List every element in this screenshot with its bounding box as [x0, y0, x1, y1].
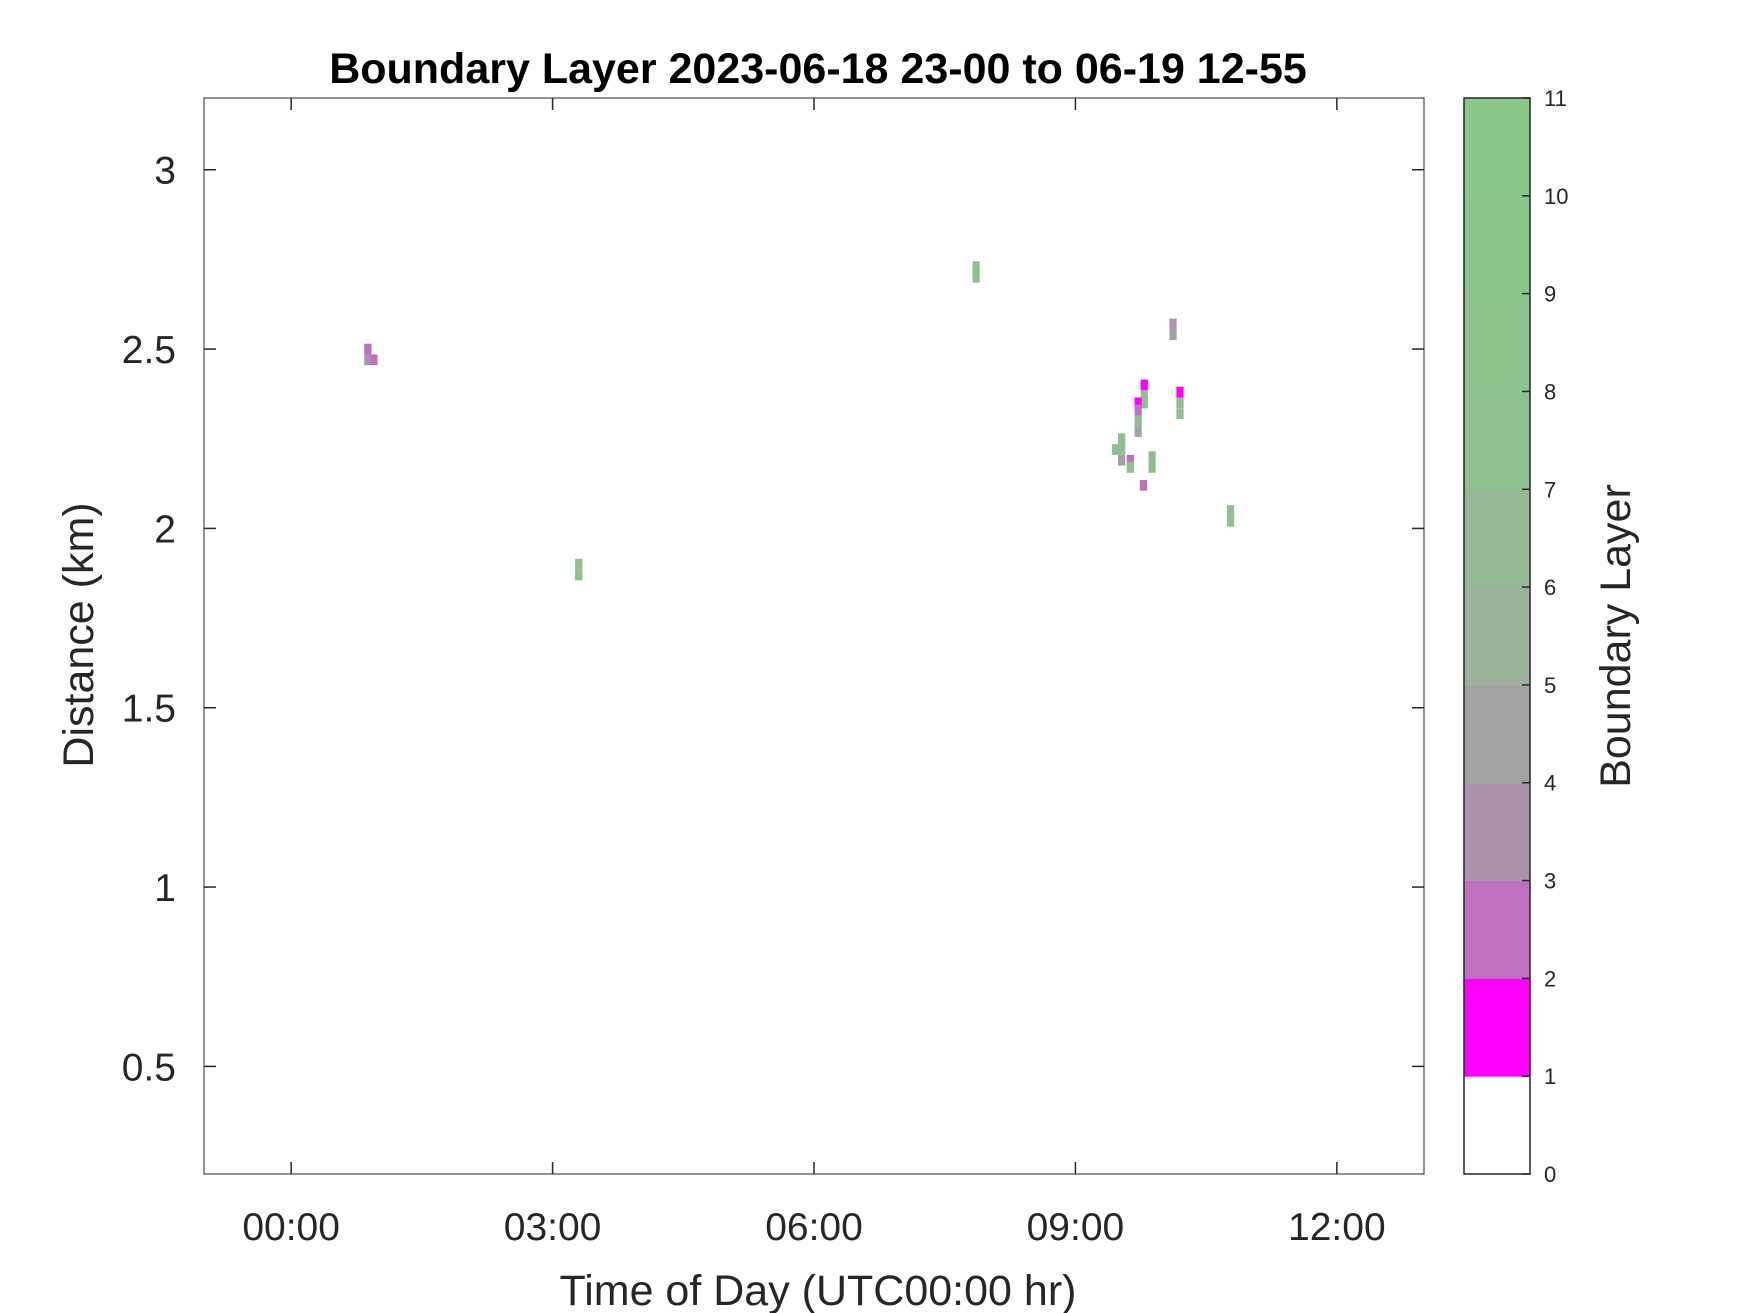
colorbar-tick-label: 8 — [1544, 379, 1556, 404]
data-cell — [1148, 462, 1156, 473]
data-cell — [1126, 462, 1134, 473]
data-cell — [1134, 397, 1142, 409]
y-tick-label: 1 — [154, 867, 176, 910]
y-tick-label: 3 — [154, 150, 176, 193]
colorbar-tick-label: 3 — [1544, 869, 1556, 894]
x-tick-label: 12:00 — [1288, 1206, 1386, 1249]
data-cell — [972, 261, 980, 272]
data-cell — [1126, 454, 1134, 466]
data-cell — [1148, 451, 1156, 463]
data-cell — [1226, 505, 1235, 516]
colorbar-block — [1464, 782, 1530, 882]
y-tick-label: 2.5 — [122, 329, 176, 372]
colorbar-blocks — [1464, 98, 1530, 1175]
data-cell — [1117, 444, 1126, 455]
data-cell — [1140, 390, 1148, 402]
colorbar-block — [1464, 391, 1530, 490]
colorbar-tick-label: 10 — [1544, 184, 1568, 209]
colorbar-block — [1464, 880, 1530, 979]
colorbar-label: Boundary Layer — [1592, 484, 1640, 788]
x-axis-label: Time of Day (UTC00:00 hr) — [560, 1267, 1077, 1313]
data-cell — [1226, 515, 1235, 527]
colorbar-tick-label: 1 — [1544, 1064, 1556, 1089]
plot-frame — [203, 97, 1425, 1175]
x-axis-ticks: 00:00 03:00 06:00 09:00 12:00 — [242, 98, 1386, 1249]
colorbar-block — [1464, 1076, 1530, 1175]
colorbar-block — [1464, 489, 1530, 588]
data-cell — [1117, 433, 1126, 445]
colorbar-block — [1464, 684, 1530, 784]
data-cell — [364, 343, 372, 355]
colorbar-tick-label: 2 — [1544, 966, 1556, 991]
plot-area: 00:00 03:00 06:00 09:00 12:00 0.5 1 1.5 2 2.5 3 — [122, 97, 1425, 1249]
data-cell — [1134, 404, 1142, 416]
x-tick-label: 06:00 — [765, 1206, 863, 1249]
data-cell — [1134, 426, 1142, 437]
colorbar-block — [1464, 293, 1530, 392]
colorbar-tick-label: 7 — [1544, 477, 1556, 502]
x-tick-label: 00:00 — [242, 1206, 340, 1249]
colorbar-tick-label: 0 — [1544, 1162, 1556, 1187]
data-cell — [1176, 397, 1184, 409]
data-cell — [364, 354, 372, 366]
colorbar-block — [1464, 98, 1530, 197]
y-tick-label: 2 — [154, 508, 176, 551]
colorbar-tick-label: 4 — [1544, 771, 1556, 796]
colorbar-tick-label: 11 — [1544, 86, 1567, 111]
data-cells — [364, 261, 1235, 581]
colorbar-tick-label: 6 — [1544, 575, 1556, 600]
data-cell — [1139, 479, 1148, 491]
x-tick-label: 09:00 — [1027, 1206, 1125, 1249]
colorbar-tick-label: 5 — [1544, 673, 1556, 698]
x-tick-label: 03:00 — [504, 1206, 602, 1249]
colorbar-ticks: 0 1 2 3 4 5 6 7 8 9 10 11 — [1522, 86, 1568, 1187]
y-tick-label: 1.5 — [122, 688, 176, 731]
colorbar-frame — [1463, 97, 1531, 1175]
data-cell — [1111, 444, 1120, 455]
colorbar-block — [1464, 587, 1530, 686]
y-tick-label: 0.5 — [122, 1046, 176, 1089]
colorbar-tick-label: 9 — [1544, 282, 1556, 307]
colorbar-block — [1464, 978, 1530, 1077]
colorbar-block — [1464, 195, 1530, 295]
y-axis-label: Distance (km) — [55, 502, 103, 767]
colorbar: 0 1 2 3 4 5 6 7 8 9 10 11 — [1463, 86, 1568, 1187]
data-cell — [1140, 379, 1148, 391]
data-cell — [370, 354, 378, 366]
data-cell — [1140, 397, 1148, 409]
data-cell — [1117, 454, 1126, 466]
y-axis-ticks: 0.5 1 1.5 2 2.5 3 — [122, 150, 1424, 1089]
data-cell — [1176, 386, 1184, 398]
data-cell — [575, 558, 583, 570]
data-cell — [972, 271, 980, 283]
chart-title: Boundary Layer 2023-06-18 23-00 to 06-19… — [329, 45, 1307, 93]
data-cell — [1169, 318, 1177, 330]
data-cell — [575, 569, 583, 581]
data-cell — [1169, 329, 1177, 341]
data-cell — [1134, 415, 1142, 427]
data-cell — [1176, 408, 1184, 420]
